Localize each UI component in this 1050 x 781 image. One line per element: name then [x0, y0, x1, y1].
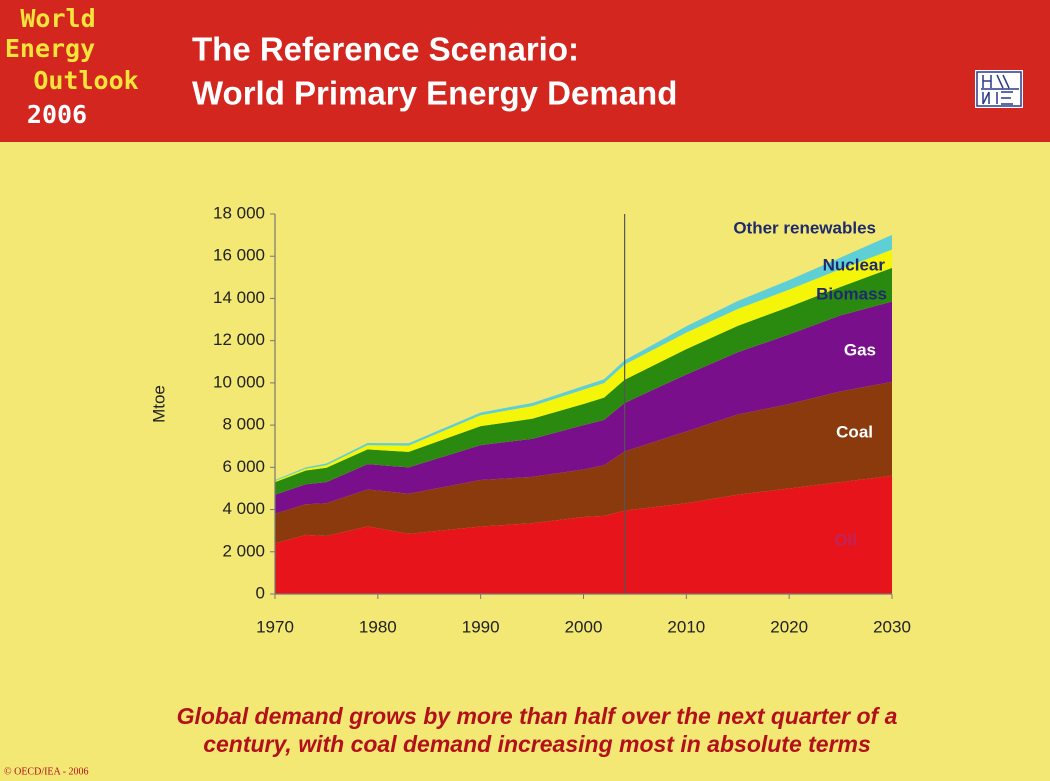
area — [275, 267, 892, 495]
y-axis-label: Mtoe — [149, 385, 168, 423]
y-tick-label: 10 000 — [213, 372, 265, 391]
copyright: © OECD/IEA - 2006 — [4, 766, 89, 777]
iea-logo — [975, 70, 1023, 108]
logo-text: 2006 — [27, 100, 87, 129]
series-label: Gas — [844, 340, 876, 359]
series-label: Other renewables — [733, 218, 876, 237]
y-tick-label: 14 000 — [213, 288, 265, 307]
area — [275, 475, 892, 594]
caption: century, with coal demand increasing mos… — [203, 731, 871, 757]
y-tick-label: 16 000 — [213, 246, 265, 265]
title: World Primary Energy Demand — [192, 75, 677, 112]
series-label: Biomass — [816, 284, 887, 303]
caption: Global demand grows by more than half ov… — [177, 703, 898, 729]
logo-text: Outlook — [33, 66, 138, 95]
series-label: Nuclear — [823, 255, 886, 274]
x-tick-label: 1970 — [256, 617, 294, 636]
y-tick-label: 4 000 — [222, 499, 265, 518]
y-tick-label: 12 000 — [213, 330, 265, 349]
y-tick-label: 18 000 — [213, 203, 265, 222]
x-tick-label: 1990 — [462, 617, 500, 636]
x-tick-label: 2020 — [770, 617, 808, 636]
series-label: Coal — [836, 422, 873, 441]
title: The Reference Scenario: — [192, 31, 579, 68]
y-tick-label: 6 000 — [222, 457, 265, 476]
area — [275, 381, 892, 544]
y-tick-label: 8 000 — [222, 415, 265, 434]
x-tick-label: 2010 — [667, 617, 705, 636]
x-tick-label: 1980 — [359, 617, 397, 636]
y-tick-label: 2 000 — [222, 541, 265, 560]
area — [275, 301, 892, 514]
x-tick-label: 2030 — [873, 617, 911, 636]
header-band — [0, 0, 1050, 142]
logo-text: Energy — [5, 34, 95, 63]
x-tick-label: 2000 — [565, 617, 603, 636]
y-tick-label: 0 — [256, 583, 265, 602]
series-label: Oil — [834, 530, 857, 549]
logo-text: World — [20, 4, 95, 33]
